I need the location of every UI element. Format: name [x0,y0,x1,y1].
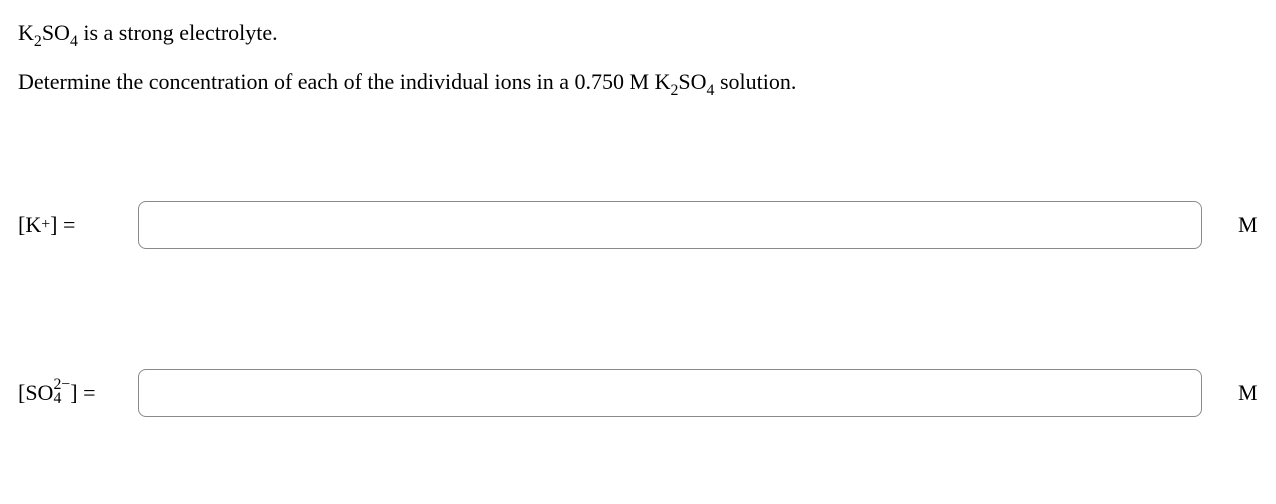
unit-m-k: M [1226,212,1258,238]
so4-concentration-label: [SO2−4] = [18,379,114,408]
subscript-2b: 2 [670,82,678,99]
subscript-4: 4 [70,33,78,50]
label-open-k: [K [18,212,41,238]
prompt-line-2: Determine the concentration of each of t… [18,67,1258,102]
formula-k2so4-text: K [18,20,34,45]
label-close-k: ] = [50,212,75,238]
so4-concentration-input[interactable] [138,369,1202,417]
label-sub-so4: 4 [53,392,61,406]
so4-concentration-row: [SO2−4] = M [18,369,1258,417]
formula-so-text: SO [42,20,70,45]
prompt-pre-2: Determine the concentration of each of t… [18,69,670,94]
unit-m-so4: M [1226,380,1258,406]
prompt-line-1: K2SO4 is a strong electrolyte. [18,18,1258,53]
k-concentration-input[interactable] [138,201,1202,249]
k-concentration-row: [K+] = M [18,201,1258,249]
formula-so-text-b: SO [678,69,706,94]
prompt-rest-1: is a strong electrolyte. [78,20,278,45]
prompt-rest-2: solution. [714,69,796,94]
subscript-4b: 4 [707,82,715,99]
subscript-2: 2 [34,33,42,50]
label-stack-so4: 2−4 [53,378,70,407]
k-concentration-label: [K+] = [18,212,114,238]
label-open-so4: [SO [18,380,53,406]
label-sup-k: + [41,216,50,234]
label-close-so4: ] = [70,380,95,406]
